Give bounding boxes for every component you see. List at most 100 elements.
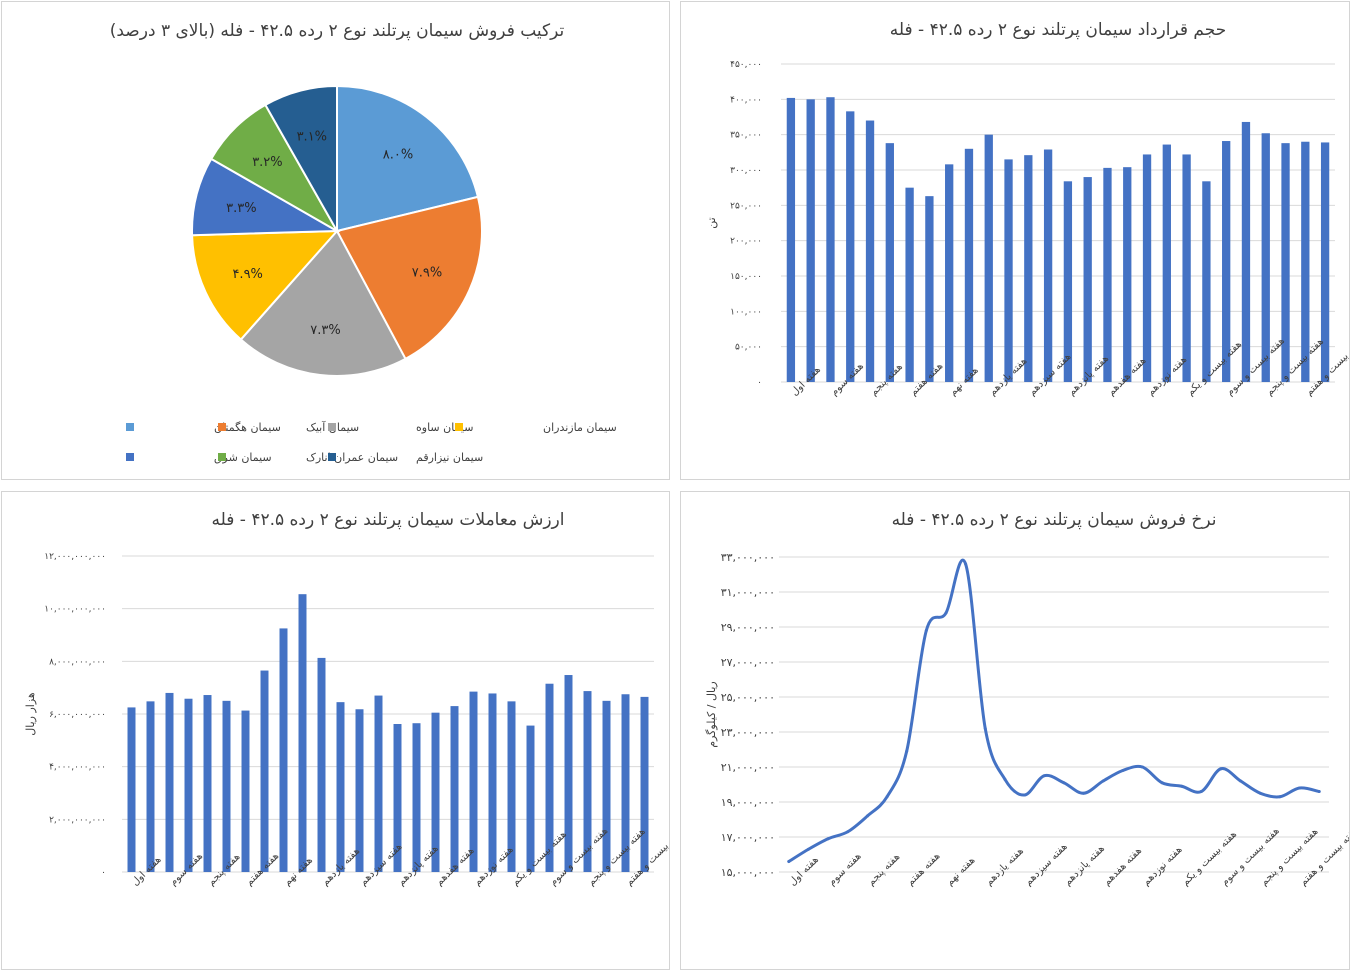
y-tick-label: ۰ — [757, 378, 762, 388]
bar-11 — [984, 134, 993, 382]
pie-slice-2 — [335, 195, 483, 361]
pie-slice-1 — [336, 84, 480, 233]
bar-3 — [826, 97, 835, 383]
y-axis-label: تن — [705, 217, 718, 228]
data-point-3 — [826, 837, 830, 841]
bar-6 — [885, 143, 894, 382]
data-point-23 — [1219, 767, 1223, 771]
bar-10 — [298, 594, 307, 872]
data-point-6 — [885, 795, 889, 799]
bar-13 — [1024, 155, 1033, 382]
y-tick-label: ۶,۰۰۰,۰۰۰,۰۰۰ — [49, 710, 106, 720]
value-bar-chart: ارزش معاملات سیمان پرتلند نوع ۲ رده ۴۲.۵… — [24, 510, 669, 888]
data-point-16 — [1081, 791, 1085, 795]
y-tick-label: ۲۷,۰۰۰,۰۰۰ — [721, 656, 775, 669]
bar-2 — [146, 701, 155, 872]
y-tick-label: ۸,۰۰۰,۰۰۰,۰۰۰ — [49, 657, 106, 667]
x-tick-label: هفته نوزدهم — [1141, 844, 1185, 888]
bar-7 — [241, 710, 250, 872]
bar-4 — [846, 111, 855, 382]
bar-15 — [1063, 181, 1073, 382]
bar-8 — [260, 670, 269, 872]
bar-12 — [1004, 159, 1013, 382]
rate-line-chart: نرخ فروش سیمان پرتلند نوع ۲ رده ۴۲.۵ - ف… — [705, 510, 1349, 888]
bar-7 — [905, 187, 914, 382]
x-tick-label: هفته پانزدهم — [1062, 843, 1107, 888]
legend-entry: سیمان شرق — [214, 451, 272, 464]
bar-24 — [1241, 121, 1251, 383]
data-point-27 — [1298, 786, 1302, 790]
pie-slice-4 — [191, 229, 340, 341]
y-axis-label: هزار ریال — [24, 692, 37, 736]
data-point-2 — [806, 847, 810, 851]
legend-entry: سیمان مازندران — [543, 421, 617, 434]
y-tick-label: ۲۰۰,۰۰۰ — [730, 237, 762, 247]
y-tick-label: ۲۵,۰۰۰,۰۰۰ — [721, 691, 775, 704]
bar-28 — [1320, 142, 1330, 382]
bar-5 — [865, 120, 875, 383]
bar-17 — [1103, 167, 1112, 382]
pie-data-label: ۳.۳% — [226, 201, 256, 216]
y-tick-label: ۵۰,۰۰۰ — [735, 343, 762, 353]
pie-data-label: ۷.۹% — [412, 265, 442, 280]
legend-swatch — [126, 453, 134, 461]
y-tick-label: ۱۹,۰۰۰,۰۰۰ — [721, 796, 775, 809]
bar-18 — [450, 706, 459, 872]
bar-19 — [1142, 154, 1152, 382]
bar-14 — [374, 695, 383, 872]
data-point-19 — [1140, 765, 1144, 769]
bar-16 — [412, 723, 421, 872]
bar-9 — [279, 628, 288, 872]
x-tick-label: هفته هفدهم — [1101, 845, 1144, 888]
y-tick-label: ۳۰۰,۰۰۰ — [730, 166, 762, 176]
volume-chart-panel: حجم قرارداد سیمان پرتلند نوع ۲ رده ۴۲.۵ … — [680, 1, 1350, 480]
pie-chart: ترکیب فروش سیمان پرتلند نوع ۲ رده ۴۲.۵ -… — [110, 21, 617, 464]
data-point-15 — [1062, 781, 1066, 785]
bar-18 — [1123, 167, 1132, 382]
data-point-18 — [1121, 769, 1125, 772]
pie-data-label: ۳.۲% — [252, 155, 282, 170]
bar-4 — [184, 698, 193, 872]
data-point-12 — [1003, 777, 1007, 781]
chart-title: ارزش معاملات سیمان پرتلند نوع ۲ رده ۴۲.۵… — [212, 510, 565, 530]
pie-data-label: ۴.۹% — [232, 267, 262, 282]
bar-8 — [925, 196, 934, 382]
bar-23 — [1222, 141, 1231, 382]
bar-1 — [786, 97, 796, 383]
y-tick-label: ۱۰۰,۰۰۰ — [730, 307, 762, 317]
data-point-7 — [905, 749, 909, 753]
bar-6 — [222, 700, 231, 872]
y-tick-label: ۳۱,۰۰۰,۰۰۰ — [721, 586, 775, 599]
bar-21 — [507, 701, 516, 872]
y-axis-label: ریال / کیلوگرم — [705, 681, 718, 747]
y-tick-label: ۲,۰۰۰,۰۰۰,۰۰۰ — [49, 815, 106, 825]
y-tick-label: ۳۵۰,۰۰۰ — [730, 131, 762, 141]
bar-10 — [964, 148, 974, 382]
chart-title: نرخ فروش سیمان پرتلند نوع ۲ رده ۴۲.۵ - ف… — [892, 510, 1217, 530]
y-tick-label: ۴۰۰,۰۰۰ — [730, 95, 762, 105]
pie-slice-3 — [239, 229, 407, 377]
legend-entry: سیمان هگمتان — [214, 421, 281, 434]
data-point-26 — [1278, 795, 1282, 799]
data-point-21 — [1180, 784, 1184, 788]
legend-swatch — [218, 453, 226, 461]
bar-22 — [1202, 181, 1211, 382]
y-tick-label: ۳۳,۰۰۰,۰۰۰ — [721, 551, 775, 564]
data-point-22 — [1199, 790, 1203, 793]
x-tick-label: هفته هفتم — [905, 851, 942, 888]
bar-15 — [393, 724, 402, 872]
pie-data-label: ۸.۰% — [383, 148, 413, 163]
bar-19 — [469, 691, 478, 872]
data-point-8 — [924, 629, 928, 632]
bar-12 — [336, 702, 345, 872]
data-point-14 — [1042, 774, 1046, 778]
y-tick-label: ۴۵۰,۰۰۰ — [730, 60, 762, 70]
legend-swatch — [328, 453, 336, 461]
data-point-25 — [1258, 791, 1262, 795]
bar-26 — [1281, 143, 1290, 382]
bar-26 — [602, 700, 611, 872]
y-tick-label: ۲۳,۰۰۰,۰۰۰ — [721, 726, 775, 739]
data-point-28 — [1317, 790, 1321, 793]
chart-title: حجم قرارداد سیمان پرتلند نوع ۲ رده ۴۲.۵ … — [890, 20, 1226, 40]
y-tick-label: ۲۵۰,۰۰۰ — [730, 201, 762, 211]
